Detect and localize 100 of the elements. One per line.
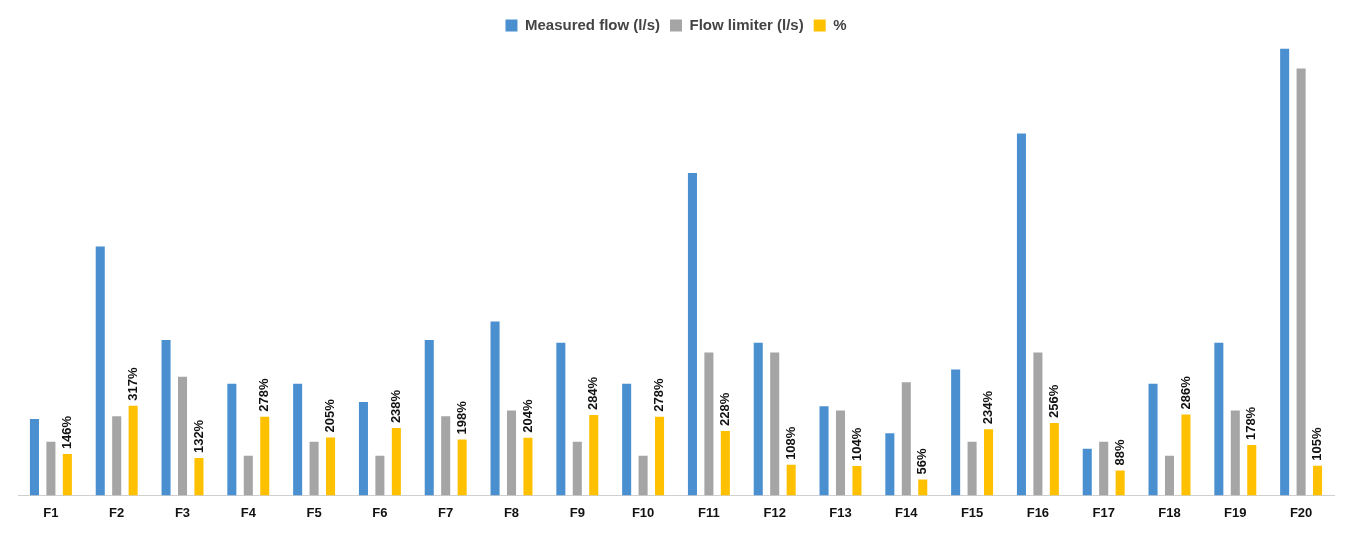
bar	[95, 246, 105, 496]
bar	[704, 352, 714, 496]
bar	[194, 458, 204, 496]
bar	[819, 406, 829, 496]
x-tick-label: F12	[763, 504, 786, 520]
x-tick-label: F8	[503, 504, 520, 520]
bar	[1296, 68, 1306, 496]
data-label: 238%	[387, 389, 403, 424]
bar	[506, 410, 517, 496]
data-label: 56%	[914, 448, 930, 475]
legend-label: Flow limiter (l/s)	[689, 15, 804, 33]
bar	[375, 455, 385, 496]
bar	[1313, 465, 1323, 496]
bar	[1181, 414, 1191, 496]
bar	[309, 441, 319, 496]
data-label: 88%	[1111, 439, 1127, 466]
x-tick-label: F13	[829, 504, 852, 520]
bar	[62, 454, 72, 496]
bar	[441, 416, 451, 496]
bar	[1164, 455, 1175, 496]
legend-label: %	[833, 15, 847, 33]
bar	[572, 441, 582, 496]
bar	[1148, 383, 1158, 496]
x-tick-label: F7	[438, 504, 454, 520]
x-tick-label: F18	[1158, 504, 1181, 520]
bar	[901, 382, 911, 496]
x-tick-label: F6	[372, 504, 388, 520]
x-tick-label: F5	[306, 504, 322, 520]
bar	[1033, 352, 1043, 496]
bar	[260, 416, 270, 496]
data-label: 105%	[1309, 427, 1325, 461]
bar	[293, 383, 303, 496]
bar	[391, 428, 401, 496]
data-label: 108%	[782, 426, 798, 460]
data-label: 278%	[651, 378, 667, 412]
data-label: 146%	[58, 415, 74, 450]
x-tick-label: F15	[960, 504, 984, 520]
bar	[161, 339, 171, 496]
bar	[1016, 133, 1026, 496]
bar	[326, 437, 336, 496]
bar	[1082, 448, 1092, 496]
bar	[687, 173, 697, 496]
bar	[753, 342, 763, 496]
bar	[951, 369, 961, 496]
bar	[1099, 441, 1109, 496]
bar	[720, 430, 730, 496]
bar	[1247, 445, 1257, 496]
bar	[770, 352, 780, 496]
bar	[46, 441, 56, 496]
bar	[177, 376, 188, 496]
bar	[556, 342, 566, 496]
x-tick-label: F19	[1224, 504, 1247, 520]
bar	[243, 455, 253, 496]
data-label: 104%	[848, 427, 864, 461]
bar	[457, 439, 467, 496]
bar	[589, 415, 599, 496]
bar	[424, 339, 434, 496]
data-label: 317%	[124, 367, 140, 401]
x-tick-label: F11	[698, 504, 720, 520]
bar	[967, 441, 977, 496]
bar	[1214, 342, 1224, 496]
legend-label: Measured flow (l/s)	[524, 15, 661, 33]
bar	[523, 437, 533, 496]
bar	[227, 383, 237, 496]
bar	[358, 402, 368, 496]
bar	[638, 455, 648, 496]
bar	[786, 464, 796, 496]
bar	[984, 429, 994, 496]
bar	[622, 383, 632, 496]
bar	[885, 433, 895, 496]
bar	[1115, 470, 1125, 496]
x-tick-label: F16	[1026, 504, 1050, 520]
data-label: 234%	[980, 390, 996, 425]
x-tick-label: F17	[1092, 504, 1115, 520]
data-label: 178%	[1243, 406, 1259, 441]
bar	[852, 465, 862, 496]
x-tick-label: F9	[569, 504, 585, 520]
x-tick-label: F14	[895, 504, 919, 520]
x-tick-label: F4	[240, 504, 257, 520]
bar	[29, 419, 39, 496]
data-label: 228%	[716, 392, 732, 426]
data-label: 132%	[190, 419, 206, 454]
bar	[1230, 410, 1240, 496]
bar	[490, 321, 500, 496]
bar	[918, 479, 928, 496]
x-tick-label: F3	[174, 504, 191, 520]
x-tick-label: F10	[631, 504, 655, 520]
data-label: 286%	[1177, 375, 1193, 410]
data-label: 284%	[585, 376, 601, 411]
bar	[1049, 423, 1059, 496]
x-tick-label: F2	[109, 504, 125, 520]
data-label: 278%	[256, 378, 272, 412]
bar	[112, 416, 122, 496]
data-label: 198%	[453, 400, 469, 435]
bar	[1280, 48, 1290, 496]
x-tick-label: F20	[1289, 504, 1313, 520]
bar	[128, 405, 138, 496]
x-tick-label: F1	[43, 504, 59, 520]
bar	[655, 416, 665, 496]
data-label: 204%	[519, 399, 535, 433]
